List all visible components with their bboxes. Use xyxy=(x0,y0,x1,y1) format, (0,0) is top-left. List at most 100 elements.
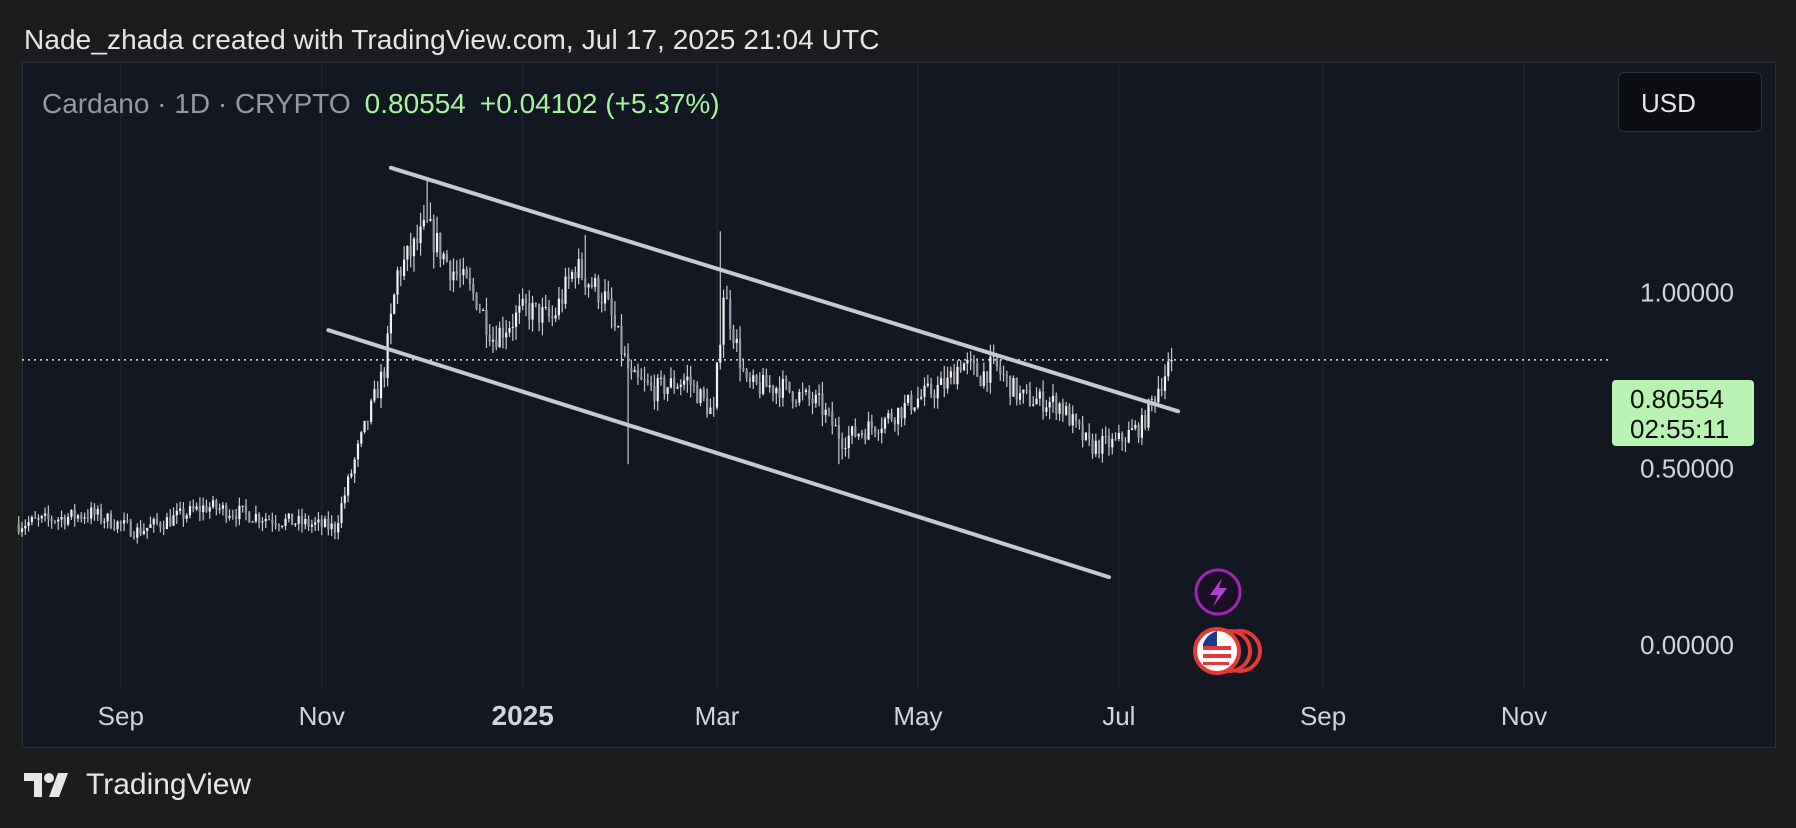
candle-body[interactable] xyxy=(692,384,696,386)
candle-body[interactable] xyxy=(943,378,946,389)
candle-body[interactable] xyxy=(798,391,801,403)
candle-body[interactable] xyxy=(323,518,327,527)
candle-body[interactable] xyxy=(225,505,228,519)
candle-body[interactable] xyxy=(1150,398,1153,400)
candle-body[interactable] xyxy=(1114,438,1117,440)
candle-body[interactable] xyxy=(577,258,580,279)
candle-body[interactable] xyxy=(290,513,294,525)
candle-body[interactable] xyxy=(373,389,376,401)
candle-body[interactable] xyxy=(521,298,524,306)
candle-body[interactable] xyxy=(1041,391,1045,412)
candle-body[interactable] xyxy=(90,507,93,519)
candle-body[interactable] xyxy=(883,418,887,429)
candle-body[interactable] xyxy=(893,419,896,425)
candle-body[interactable] xyxy=(202,505,205,513)
candle-body[interactable] xyxy=(1127,430,1130,443)
candle-body[interactable] xyxy=(333,523,337,533)
candle-body[interactable] xyxy=(1124,441,1127,443)
candle-body[interactable] xyxy=(920,396,923,399)
candle-body[interactable] xyxy=(406,246,409,260)
candle-body[interactable] xyxy=(241,505,244,507)
candle-body[interactable] xyxy=(1097,440,1101,454)
candle-body[interactable] xyxy=(587,284,590,288)
candle-body[interactable] xyxy=(686,376,689,381)
candle-body[interactable] xyxy=(1101,435,1104,454)
candle-body[interactable] xyxy=(198,506,201,513)
candle-body[interactable] xyxy=(294,523,297,525)
candle-body[interactable] xyxy=(1028,389,1032,406)
candle-body[interactable] xyxy=(1025,389,1028,391)
candle-body[interactable] xyxy=(890,413,893,420)
candle-body[interactable] xyxy=(103,521,106,523)
candle-body[interactable] xyxy=(765,374,768,388)
candle-body[interactable] xyxy=(900,407,903,419)
candle-body[interactable] xyxy=(129,521,132,537)
candle-body[interactable] xyxy=(172,515,175,526)
currency-button[interactable]: USD xyxy=(1618,72,1762,132)
candle-body[interactable] xyxy=(287,513,290,519)
candle-body[interactable] xyxy=(804,390,808,392)
candle-body[interactable] xyxy=(267,518,271,520)
candle-body[interactable] xyxy=(274,523,277,526)
candle-body[interactable] xyxy=(557,298,561,316)
candle-body[interactable] xyxy=(346,476,350,496)
candle-body[interactable] xyxy=(745,370,748,378)
candle-body[interactable] xyxy=(376,389,379,399)
candle-body[interactable] xyxy=(1058,403,1061,414)
candle-body[interactable] xyxy=(116,521,119,530)
candle-body[interactable] xyxy=(402,259,406,277)
candle-body[interactable] xyxy=(445,253,449,262)
candle-body[interactable] xyxy=(340,503,343,524)
candle-body[interactable] xyxy=(788,381,791,392)
candle-body[interactable] xyxy=(1147,399,1150,428)
candle-body[interactable] xyxy=(1074,414,1078,421)
candle-body[interactable] xyxy=(673,378,676,389)
candle-body[interactable] xyxy=(623,353,626,355)
candle-body[interactable] xyxy=(208,507,211,512)
candle-body[interactable] xyxy=(617,326,620,328)
candle-body[interactable] xyxy=(422,219,425,227)
candle-body[interactable] xyxy=(261,521,264,523)
candle-body[interactable] xyxy=(277,525,281,527)
candle-body[interactable] xyxy=(244,505,248,513)
candle-body[interactable] xyxy=(30,517,33,523)
candle-body[interactable] xyxy=(880,428,883,434)
candle-body[interactable] xyxy=(597,277,600,303)
candle-body[interactable] xyxy=(1140,415,1144,438)
candle-body[interactable] xyxy=(343,495,346,504)
candle-body[interactable] xyxy=(314,522,317,525)
candle-body[interactable] xyxy=(419,226,422,244)
candle-body[interactable] xyxy=(238,505,241,520)
candle-body[interactable] xyxy=(778,388,781,398)
candle-body[interactable] xyxy=(841,438,844,450)
candle-body[interactable] xyxy=(1015,378,1018,400)
candle-body[interactable] xyxy=(857,434,860,437)
candle-body[interactable] xyxy=(610,298,613,316)
candle-body[interactable] xyxy=(37,518,40,520)
candle-body[interactable] xyxy=(426,219,429,221)
candle-body[interactable] xyxy=(109,513,113,528)
candle-body[interactable] xyxy=(1068,406,1071,426)
candle-body[interactable] xyxy=(221,505,225,509)
candle-body[interactable] xyxy=(155,519,159,524)
candle-body[interactable] xyxy=(498,327,501,348)
candle-body[interactable] xyxy=(801,391,804,393)
candle-body[interactable] xyxy=(258,514,261,523)
candle-body[interactable] xyxy=(910,395,913,411)
candle-body[interactable] xyxy=(574,272,577,279)
candle-body[interactable] xyxy=(1137,424,1140,438)
candle-body[interactable] xyxy=(119,521,122,524)
candle-body[interactable] xyxy=(748,377,752,382)
candle-body[interactable] xyxy=(547,306,551,317)
candle-body[interactable] xyxy=(1134,424,1137,429)
candle-body[interactable] xyxy=(989,356,992,383)
candle-body[interactable] xyxy=(538,303,541,323)
candle-body[interactable] xyxy=(1130,428,1134,431)
candle-body[interactable] xyxy=(251,521,254,523)
candle-body[interactable] xyxy=(1088,432,1091,440)
candle-body[interactable] xyxy=(794,401,798,403)
candle-body[interactable] xyxy=(96,508,99,515)
candle-body[interactable] xyxy=(149,524,152,528)
candle-body[interactable] xyxy=(564,276,567,304)
candle-body[interactable] xyxy=(43,513,47,516)
